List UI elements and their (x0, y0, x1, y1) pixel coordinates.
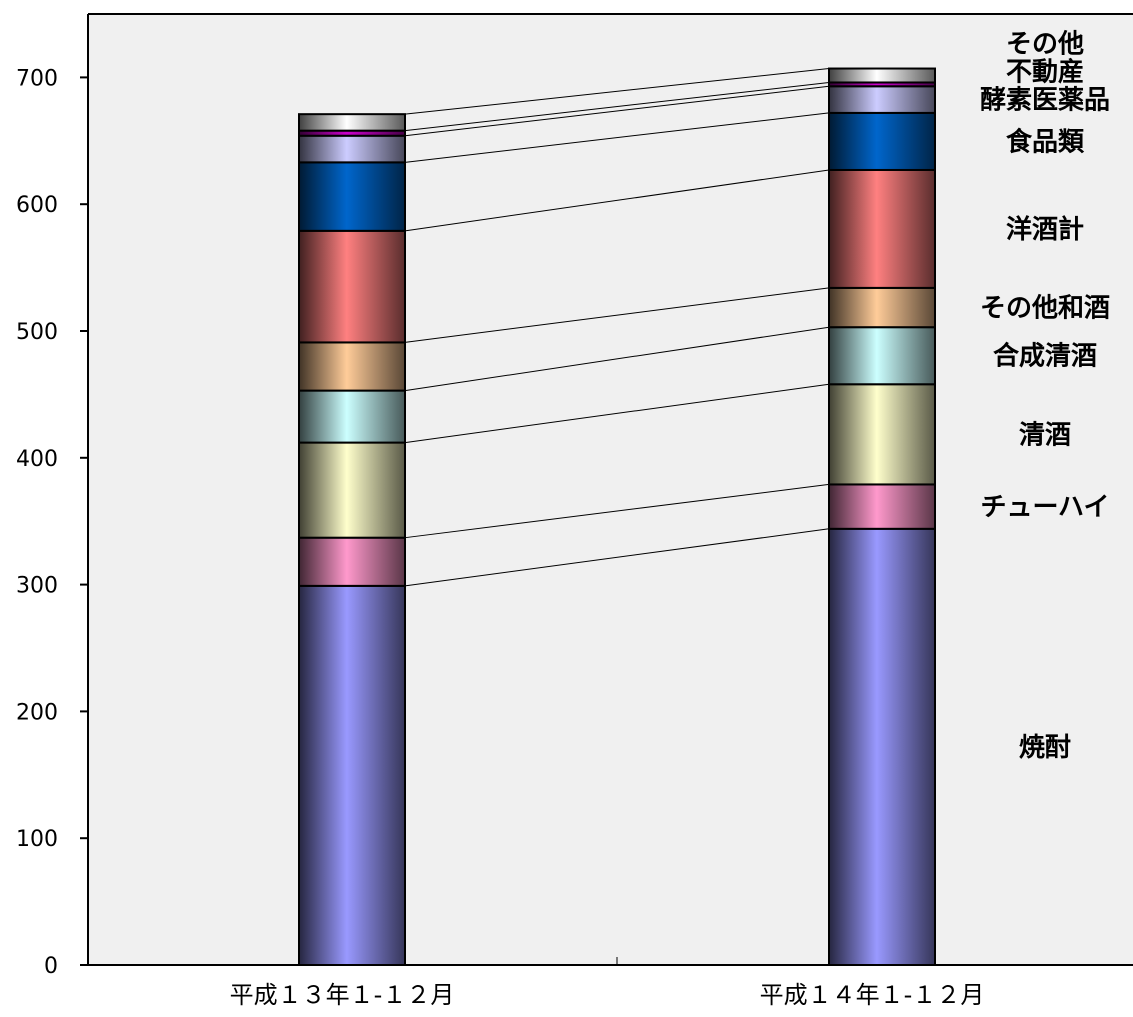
bar-segment-1-7 (298, 161, 406, 232)
bar-segment-1-10 (298, 113, 406, 132)
connector-line-8 (404, 85, 830, 137)
bar-segment-2-2 (828, 483, 936, 530)
bar-segment-1-2 (298, 536, 406, 587)
x-axis-labels: 平成１３年１-１２月 平成１４年１-１２月 (230, 981, 985, 1009)
series-label: 洋酒計 (1006, 214, 1084, 245)
connector-line-3 (404, 383, 830, 444)
bar-segment-2-6 (828, 168, 936, 289)
bar-segment-2-4 (828, 326, 936, 386)
x-category-label: 平成１３年１-１２月 (230, 981, 455, 1009)
y-tick-label: 400 (16, 447, 58, 472)
x-category-label: 平成１４年１-１２月 (760, 981, 985, 1009)
connector-line-5 (404, 287, 830, 343)
series-label: 酵素医薬品 (980, 86, 1110, 116)
series-label: その他 (1006, 30, 1084, 60)
bar-segment-2-7 (828, 111, 936, 171)
y-tick-label: 500 (16, 320, 58, 345)
y-tick-label: 100 (16, 827, 58, 852)
series-label: 食品類 (1006, 126, 1085, 157)
series-label: 合成清酒 (993, 341, 1097, 372)
connector-line-4 (404, 326, 830, 392)
y-tick-label: 0 (44, 954, 58, 979)
series-label: 不動産 (1006, 57, 1084, 88)
y-tick-label: 300 (16, 574, 58, 599)
connector-line-2 (404, 483, 830, 539)
connector-line-6 (404, 169, 830, 232)
bar-segment-2-8 (828, 85, 936, 114)
bar-segment-1-5 (298, 341, 406, 392)
y-axis-ticks: 0 100 200 300 400 500 600 700 (16, 66, 618, 979)
bar-segment-2-10 (828, 67, 936, 84)
bar-segment-2-1 (828, 527, 936, 966)
y-tick-label: 200 (16, 700, 58, 725)
bar-segment-2-3 (828, 383, 936, 486)
series-label: 清酒 (1019, 420, 1071, 450)
plot-area (88, 14, 1133, 965)
series-label: チューハイ (981, 493, 1110, 523)
connector-line-9 (404, 81, 830, 132)
connector-line-7 (404, 112, 830, 163)
connector-line-10 (404, 68, 830, 115)
bar-segment-1-6 (298, 229, 406, 344)
bar-segment-1-1 (298, 584, 406, 966)
series-label: その他和酒 (980, 294, 1110, 324)
bar-segment-1-3 (298, 441, 406, 539)
connector-lines (404, 68, 830, 587)
y-tick-label: 700 (16, 66, 58, 91)
bar-segment-1-8 (298, 134, 406, 164)
connector-line-1 (404, 528, 830, 587)
bar-segments (298, 67, 936, 966)
bar-segment-2-5 (828, 286, 936, 329)
y-tick-label: 600 (16, 193, 58, 218)
bar-segment-1-4 (298, 389, 406, 444)
series-label: 焼酎 (1019, 733, 1071, 763)
